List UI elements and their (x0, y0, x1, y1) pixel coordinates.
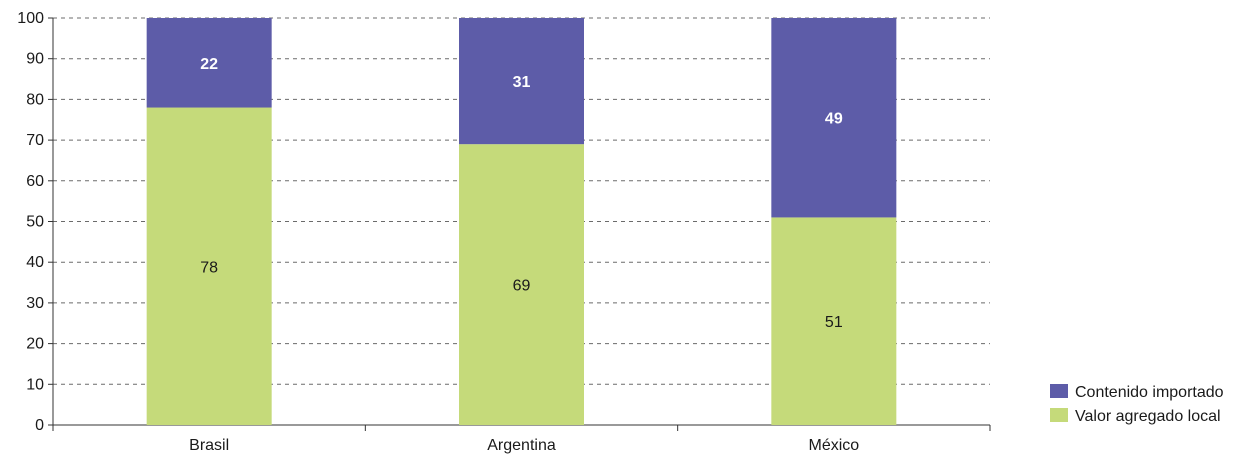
legend-label: Valor agregado local (1075, 408, 1221, 425)
bar-valor-agregado-local-1 (459, 144, 584, 426)
y-tick-label: 40 (26, 254, 44, 271)
y-tick-label: 70 (26, 132, 44, 149)
y-tick-label: 50 (26, 214, 44, 231)
legend: Contenido importado Valor agregado local (1050, 384, 1224, 425)
bar-valor-agregado-local-2 (771, 217, 897, 425)
bar-valor-agregado-local-0 (146, 107, 272, 425)
bar-contenido-importado-2 (771, 18, 897, 218)
y-tick-label: 30 (26, 295, 44, 312)
category-label: Argentina (487, 437, 556, 454)
data-labels: 78 22 69 31 51 49 (200, 56, 843, 331)
y-tick-label: 10 (26, 376, 44, 393)
bar-contenido-importado-0 (146, 18, 272, 108)
data-label: 69 (513, 278, 531, 295)
y-tick-label: 60 (26, 173, 44, 190)
bar-contenido-importado-1 (459, 18, 584, 145)
data-label: 78 (200, 259, 218, 276)
legend-label: Contenido importado (1075, 384, 1224, 401)
category-label: México (808, 437, 859, 454)
y-tick-label: 0 (35, 417, 44, 434)
legend-swatch (1050, 408, 1068, 422)
y-tick-label: 90 (26, 51, 44, 68)
y-tick-label: 80 (26, 91, 44, 108)
y-tick-label: 20 (26, 336, 44, 353)
data-label: 22 (200, 56, 218, 73)
data-label: 31 (513, 74, 531, 91)
category-label: Brasil (189, 437, 229, 454)
legend-swatch (1050, 384, 1068, 398)
y-tick-label: 100 (17, 10, 44, 27)
data-label: 49 (825, 111, 843, 128)
data-label: 51 (825, 314, 843, 331)
bars (146, 18, 897, 426)
